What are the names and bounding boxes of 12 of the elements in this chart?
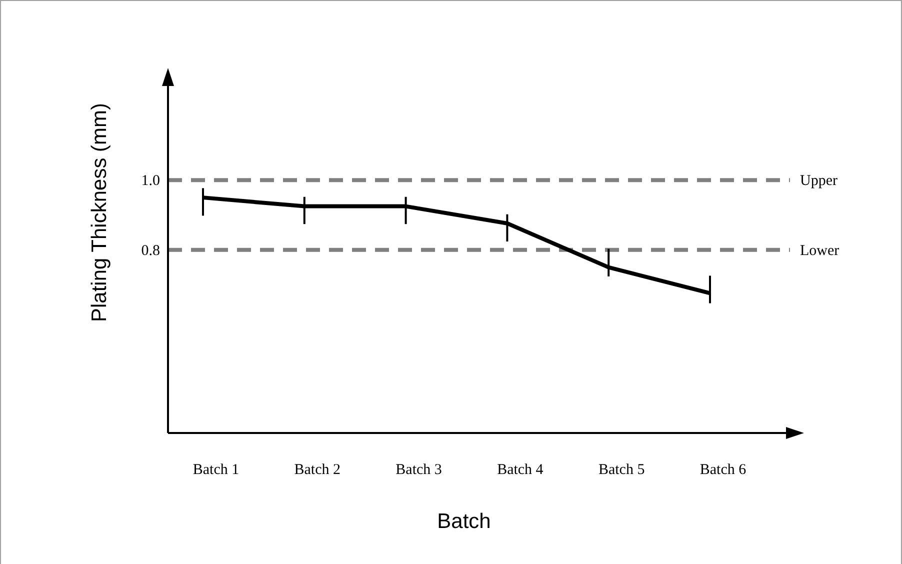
y-tick-label: 0.8	[141, 242, 160, 259]
x-tick-label: Batch 5	[598, 462, 645, 478]
x-tick-label: Batch 1	[192, 462, 240, 478]
x-tick-label: Batch 2	[294, 462, 341, 478]
y-tick-label: 1.0	[141, 173, 160, 190]
x-axis-title: Batch	[437, 510, 491, 533]
ref-line-label: Lower	[800, 242, 840, 259]
x-tick-label: Batch 3	[396, 462, 442, 478]
x-tick-label: Batch 4	[497, 462, 544, 478]
x-tick-label: Batch 6	[700, 462, 747, 478]
y-axis-title: Plating Thickness (mm)	[88, 102, 111, 322]
ref-line-label: Upper	[800, 173, 838, 190]
